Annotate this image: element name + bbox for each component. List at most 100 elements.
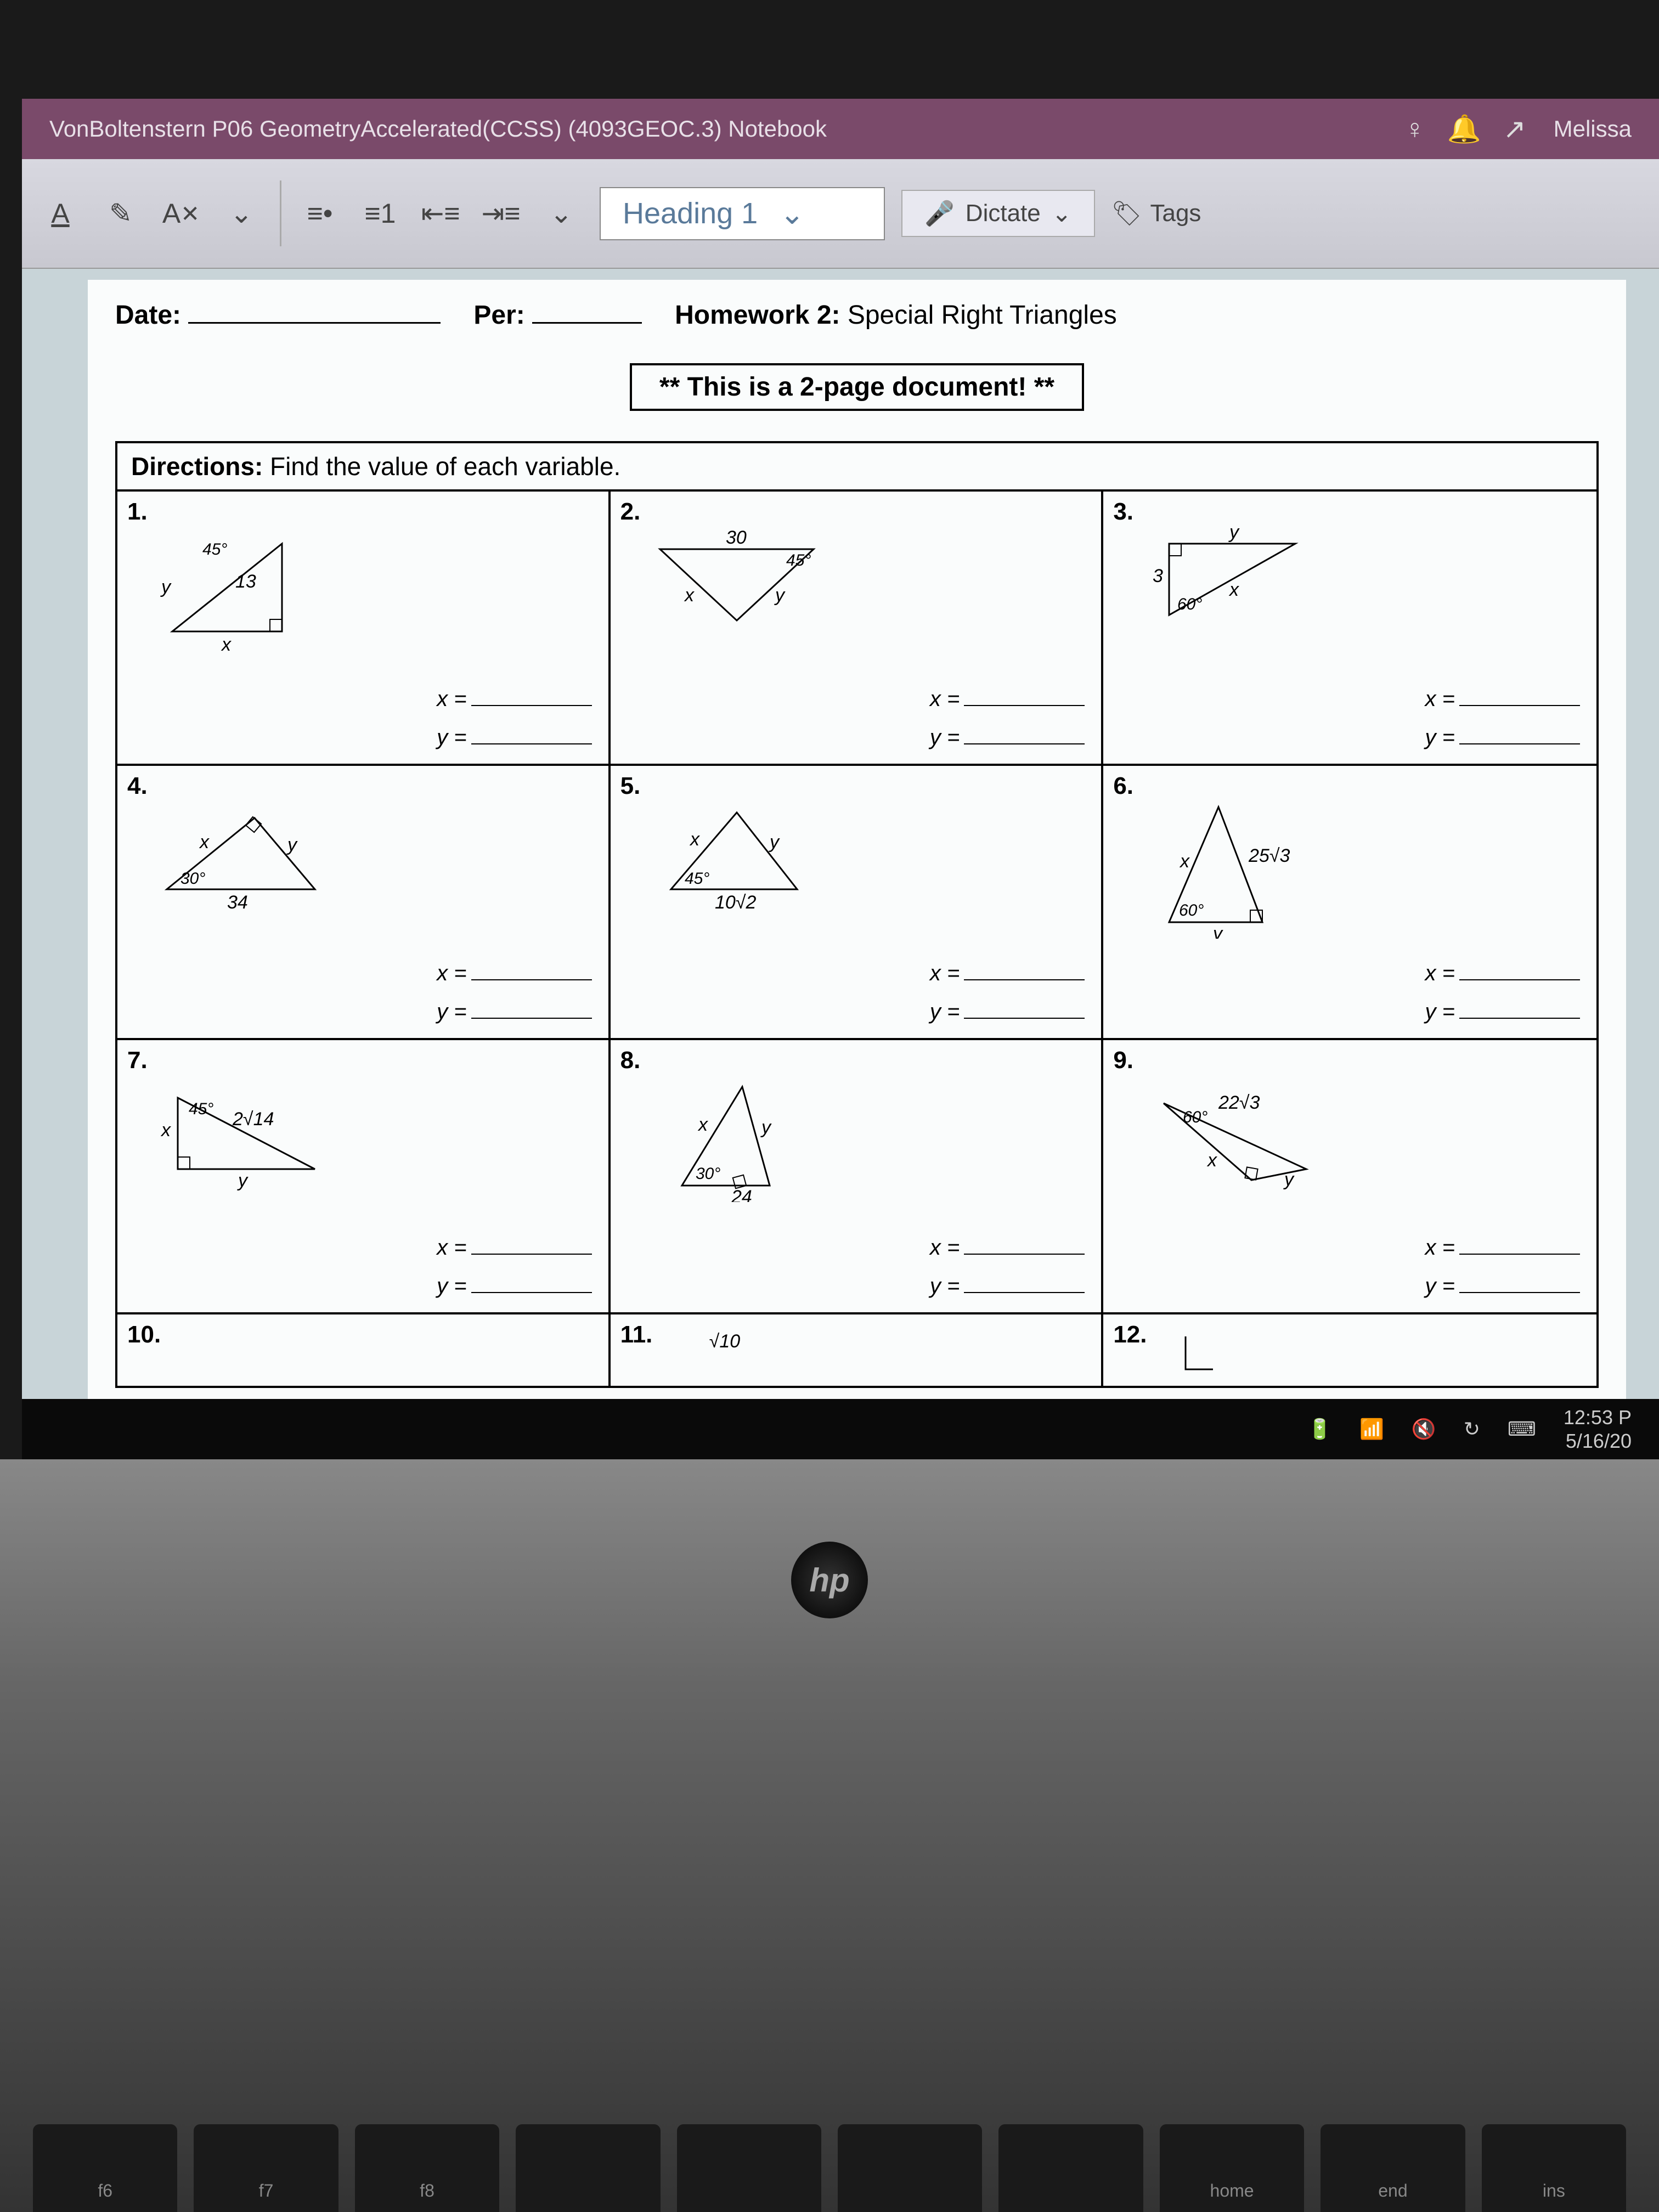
highlight-button[interactable]: ✎ xyxy=(99,191,143,235)
svg-text:45°: 45° xyxy=(786,551,811,569)
dictate-button[interactable]: 🎤 Dictate ⌄ xyxy=(901,190,1095,237)
indent-button[interactable]: ⇥≡ xyxy=(479,191,523,235)
problem-number: 2. xyxy=(620,498,641,526)
answer-blank xyxy=(471,723,592,744)
x-label: x = xyxy=(1425,687,1455,711)
problem-number: 12. xyxy=(1113,1321,1147,1348)
problem-number: 7. xyxy=(127,1047,148,1074)
triangle-diagram: 3 60° x y xyxy=(1136,522,1323,642)
triangle-diagram: 30° x y 24 xyxy=(644,1070,830,1202)
svg-text:y: y xyxy=(237,1170,249,1191)
svg-text:60°: 60° xyxy=(1179,901,1204,919)
svg-text:y: y xyxy=(286,834,298,855)
wifi-icon[interactable]: 📶 xyxy=(1359,1418,1384,1441)
svg-text:y: y xyxy=(1228,522,1240,543)
tags-button[interactable]: 🏷 Tags xyxy=(1111,199,1201,228)
svg-text:y: y xyxy=(160,577,172,597)
answer-block: x = y = xyxy=(437,1233,591,1299)
answer-block: x = y = xyxy=(437,684,591,750)
svg-text:2√14: 2√14 xyxy=(232,1109,274,1130)
document-page: Date: Per: Homework 2: Special Right Tri… xyxy=(88,280,1626,1437)
key: f8 xyxy=(355,2124,499,2212)
numbering-button[interactable]: ≡1 xyxy=(358,191,402,235)
user-name: Melissa xyxy=(1554,116,1632,142)
svg-text:x: x xyxy=(1228,579,1239,600)
problem-number: 1. xyxy=(127,498,148,526)
window-title: VonBoltenstern P06 GeometryAccelerated(C… xyxy=(49,116,827,142)
answer-block: x = y = xyxy=(930,684,1085,750)
date-label: Date: xyxy=(115,301,181,330)
tag-icon: 🏷 xyxy=(1111,199,1142,228)
problem-cell: 1. 45° y 13 x x = y = xyxy=(117,492,611,766)
clock[interactable]: 12:53 P 5/16/20 xyxy=(1564,1406,1632,1453)
triangle-diagram: 45° x y 10√2 xyxy=(644,796,830,917)
svg-text:24: 24 xyxy=(731,1187,752,1202)
per-label: Per: xyxy=(473,301,524,330)
answer-block: x = y = xyxy=(1425,1233,1580,1299)
answer-block: x = y = xyxy=(1425,684,1580,750)
hw-title: Special Right Triangles xyxy=(848,301,1117,330)
svg-text:x: x xyxy=(221,634,232,653)
outdent-button[interactable]: ⇤≡ xyxy=(419,191,462,235)
problem-cell: 11. √10 xyxy=(611,1314,1104,1386)
problem-cell: 9. 60° 22√3 y x x = y = xyxy=(1103,1040,1596,1314)
problem-cell: 5. 45° x y 10√2 x = y = xyxy=(611,766,1104,1040)
dropdown-icon[interactable]: ⌄ xyxy=(219,191,263,235)
answer-block: x = y = xyxy=(437,958,591,1024)
problem-number: 8. xyxy=(620,1047,641,1074)
y-label: y = xyxy=(437,725,466,749)
y-label: y = xyxy=(930,1274,960,1298)
svg-text:30°: 30° xyxy=(696,1165,720,1183)
y-label: y = xyxy=(930,1000,960,1024)
svg-text:60°: 60° xyxy=(1183,1108,1207,1126)
dropdown-icon[interactable]: ⌄ xyxy=(539,191,583,235)
answer-blank xyxy=(964,1271,1085,1293)
answer-blank xyxy=(964,684,1085,706)
directions-text: Find the value of each variable. xyxy=(270,452,620,481)
sync-icon[interactable]: ↻ xyxy=(1464,1418,1480,1441)
answer-blank xyxy=(1459,684,1580,706)
clear-format-button[interactable]: A✕ xyxy=(159,191,203,235)
answer-blank xyxy=(471,1233,592,1255)
keyboard-icon[interactable]: ⌨ xyxy=(1508,1418,1536,1441)
key: f7 xyxy=(194,2124,338,2212)
problem-number: 6. xyxy=(1113,772,1133,800)
font-color-button[interactable]: A xyxy=(38,191,82,235)
volume-icon[interactable]: 🔇 xyxy=(1412,1418,1436,1441)
problem-grid: Directions: Find the value of each varia… xyxy=(115,441,1599,1388)
svg-text:30°: 30° xyxy=(180,870,205,888)
style-selector[interactable]: Heading 1 ⌄ xyxy=(600,187,885,240)
y-label: y = xyxy=(930,725,960,749)
lightbulb-icon[interactable]: ♀ xyxy=(1404,113,1425,145)
directions-label: Directions: xyxy=(131,452,263,481)
answer-block: x = y = xyxy=(930,958,1085,1024)
answer-blank xyxy=(471,997,592,1019)
title-bar: VonBoltenstern P06 GeometryAccelerated(C… xyxy=(22,99,1659,159)
triangle-diagram: 60° x 25√3 y xyxy=(1136,796,1323,939)
x-label: x = xyxy=(930,961,960,985)
titlebar-icons: ♀ 🔔 ↗ xyxy=(1404,113,1526,145)
svg-text:y: y xyxy=(760,1117,772,1138)
share-icon[interactable]: ↗ xyxy=(1503,113,1526,145)
key xyxy=(677,2124,821,2212)
x-label: x = xyxy=(437,1235,466,1260)
problem-number: 9. xyxy=(1113,1047,1133,1074)
page-banner: ** This is a 2-page document! ** xyxy=(630,363,1084,411)
svg-text:x: x xyxy=(1179,851,1190,872)
problem-cell: 6. 60° x 25√3 y x = y = xyxy=(1103,766,1596,1040)
bullets-button[interactable]: ≡• xyxy=(298,191,342,235)
triangle-diagram: 30 45° x y xyxy=(644,522,841,642)
problem-cell: 10. xyxy=(117,1314,611,1386)
answer-blank xyxy=(1459,1233,1580,1255)
answer-blank xyxy=(1459,1271,1580,1293)
x-label: x = xyxy=(1425,1235,1455,1260)
triangle-diagram xyxy=(1175,1331,1229,1375)
bell-icon[interactable]: 🔔 xyxy=(1447,113,1481,145)
svg-text:25√3: 25√3 xyxy=(1248,845,1290,866)
answer-blank xyxy=(964,723,1085,744)
problem-number: 4. xyxy=(127,772,148,800)
y-label: y = xyxy=(437,1274,466,1298)
key: f6 xyxy=(33,2124,177,2212)
battery-icon[interactable]: 🔋 xyxy=(1307,1418,1332,1441)
problem-cell: 4. 30° x y 34 x = y = xyxy=(117,766,611,1040)
